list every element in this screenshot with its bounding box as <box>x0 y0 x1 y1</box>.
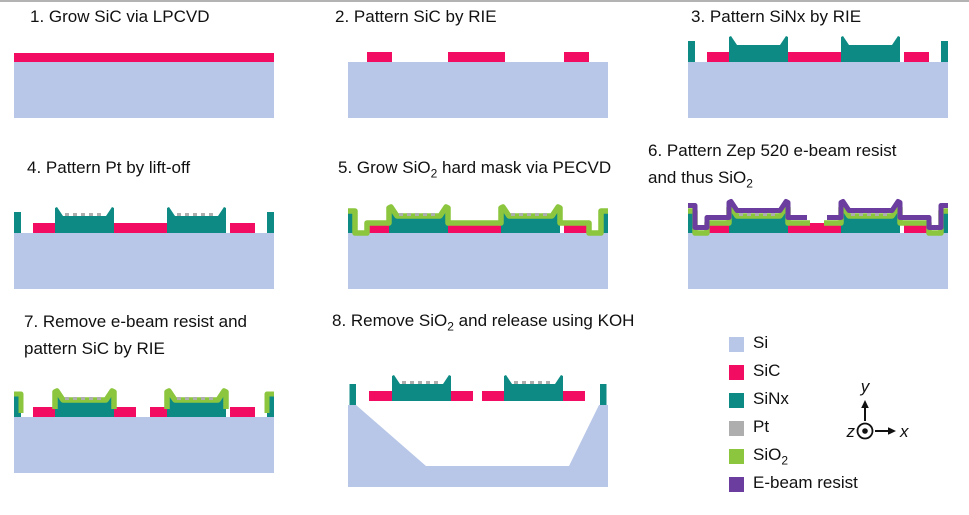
sio2-cap <box>14 391 24 413</box>
legend-item-si: Si <box>729 330 858 358</box>
step-3-diagram <box>688 24 948 118</box>
axis-widget: y x z <box>846 377 910 441</box>
sic-block <box>564 52 589 62</box>
legend-label: Pt <box>753 416 770 436</box>
step-2-diagram <box>348 52 608 118</box>
sic-block <box>448 52 505 62</box>
pt-dots <box>65 213 101 216</box>
pt-dots <box>177 213 213 216</box>
sic-block <box>150 407 171 417</box>
step-7-title: 7. Remove e-beam resist and pattern SiC … <box>24 312 247 359</box>
y-axis-label: y <box>860 377 871 396</box>
si-substrate <box>14 233 274 289</box>
si-substrate <box>14 62 274 118</box>
sic-swatch <box>729 364 744 380</box>
si-substrate <box>348 62 608 118</box>
legend-item-sinx: SiNx <box>729 386 858 414</box>
step-5-diagram <box>348 204 608 289</box>
pt-swatch <box>729 420 744 436</box>
legend-label: E-beam resist <box>753 472 858 492</box>
sio2-cap <box>164 388 229 409</box>
device-structure <box>688 36 948 62</box>
sinx-edge-wall <box>14 396 21 417</box>
device-structure <box>14 207 274 233</box>
sio2-coating <box>348 204 608 236</box>
step-4-diagram <box>14 195 274 289</box>
legend-item-sio2: SiO2 <box>729 442 858 470</box>
sic-block <box>482 391 505 401</box>
sinx-crown <box>392 375 451 401</box>
sinx-crown <box>167 391 226 417</box>
sic-film <box>14 53 274 62</box>
z-axis-label: z <box>846 422 856 441</box>
sio2-cap <box>52 388 117 409</box>
si-substrate <box>348 233 608 289</box>
legend-item-resist: E-beam resist <box>729 470 858 498</box>
sinx-edge-wall <box>349 384 356 405</box>
pt-dots <box>402 381 438 384</box>
step-6-title: 6. Pattern Zep 520 e-beam resist and thu… <box>648 141 897 191</box>
sinx-edge-wall <box>600 384 607 405</box>
step-2-title: 2. Pattern SiC by RIE <box>335 7 497 26</box>
legend-label: Si <box>753 332 769 352</box>
materials-legend: Si SiC SiNx Pt SiO2 E-beam resist <box>729 330 858 498</box>
z-axis-dot <box>862 428 868 434</box>
sinx-crown <box>55 391 114 417</box>
step-3-title: 3. Pattern SiNx by RIE <box>691 7 862 26</box>
sio2-cap <box>264 391 274 413</box>
sic-block <box>114 407 136 417</box>
step-6-diagram <box>688 199 948 289</box>
step-5-title: 5. Grow SiO2 hard mask via PECVD <box>338 158 612 181</box>
resist-swatch <box>729 476 744 492</box>
sinx-edge-wall <box>267 396 274 417</box>
step-1-diagram <box>14 53 274 118</box>
sic-block <box>562 391 585 401</box>
sic-block <box>369 391 393 401</box>
sinx-crown <box>504 375 563 401</box>
step-1-title: 1. Grow SiC via LPCVD <box>30 7 210 26</box>
si-substrate <box>688 62 948 118</box>
legend-label: SiC <box>753 360 781 380</box>
pt-dots <box>514 381 550 384</box>
step-4-title: 4. Pattern Pt by lift-off <box>27 158 191 177</box>
si-substrate <box>14 417 274 473</box>
sic-block <box>230 407 255 417</box>
step-8-diagram <box>348 375 608 487</box>
legend-label: SiO2 <box>753 444 789 468</box>
ebeam-resist-coating <box>688 199 807 230</box>
ebeam-resist-coating <box>827 199 948 230</box>
legend-item-sic: SiC <box>729 358 858 386</box>
y-axis-arrowhead-icon <box>861 400 869 408</box>
si-swatch <box>729 336 744 352</box>
legend-label: SiNx <box>753 388 789 408</box>
legend-item-pt: Pt <box>729 414 858 442</box>
sic-block <box>367 52 392 62</box>
sic-block <box>33 407 58 417</box>
si-substrate-koh-cavity <box>348 405 608 487</box>
sio2-swatch <box>729 448 744 464</box>
x-axis-arrowhead-icon <box>888 427 896 435</box>
step-8-title: 8. Remove SiO2 and release using KOH <box>332 311 635 334</box>
top-divider <box>0 0 969 2</box>
sic-block <box>450 391 473 401</box>
step-7-diagram <box>14 388 274 473</box>
si-substrate <box>688 233 948 289</box>
x-axis-label: x <box>899 422 909 441</box>
sinx-swatch <box>729 392 744 408</box>
